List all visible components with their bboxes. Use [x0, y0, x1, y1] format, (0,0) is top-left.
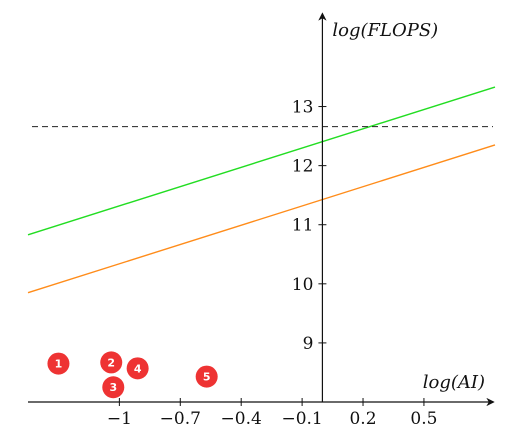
marker-3: 3 — [102, 376, 125, 399]
marker-label: 3 — [109, 381, 117, 394]
x-tick-label: 0.5 — [410, 409, 437, 429]
x-tick-label: −0.7 — [160, 409, 201, 429]
y-tick-label: 10 — [292, 275, 314, 295]
x-tick-label: 0.2 — [349, 409, 376, 429]
marker-label: 4 — [134, 362, 142, 375]
marker-layer: 1 2 3 4 5 — [47, 351, 218, 399]
marker-1: 1 — [47, 352, 70, 375]
marker-2: 2 — [100, 351, 123, 374]
marker-circle — [100, 351, 123, 374]
series-layer — [27, 86, 496, 294]
marker-4: 4 — [126, 357, 149, 380]
y-tick-label: 11 — [292, 216, 314, 236]
marker-circle — [47, 352, 70, 375]
x-axis-label: log(AI) — [423, 372, 485, 393]
marker-label: 5 — [203, 371, 211, 384]
series-line-1 — [27, 86, 496, 236]
tick-layer: −1 −0.7 −0.4 −0.1 0.2 0.5 9 10 11 12 13 — [107, 98, 438, 429]
marker-circle — [195, 365, 218, 388]
x-tick-label: −0.1 — [281, 409, 322, 429]
x-tick-label: −1 — [107, 409, 132, 429]
x-tick-label: −0.4 — [221, 409, 262, 429]
marker-circle — [126, 357, 149, 380]
marker-label: 2 — [107, 356, 115, 369]
series-line-2 — [27, 144, 496, 294]
y-tick-label: 12 — [292, 157, 314, 177]
y-axis-label: log(FLOPS) — [332, 20, 438, 41]
marker-circle — [102, 376, 125, 399]
y-tick-label: 13 — [292, 98, 314, 118]
y-tick-label: 9 — [303, 334, 314, 354]
marker-label: 1 — [55, 358, 63, 371]
marker-5: 5 — [195, 365, 218, 388]
